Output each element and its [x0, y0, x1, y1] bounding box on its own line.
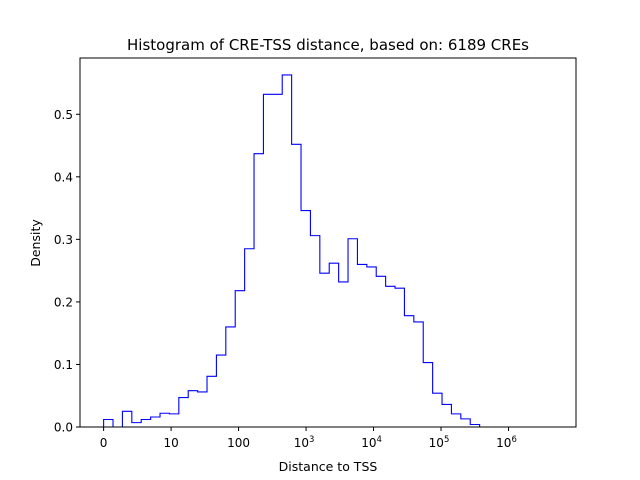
y-tick-label: 0.0 [54, 421, 73, 435]
x-tick-label: 104 [361, 435, 382, 450]
x-tick-label: 100 [227, 436, 250, 450]
y-axis-ticks: 0.0 0.1 0.2 0.3 0.4 0.5 [54, 108, 80, 435]
x-axis-label: Distance to TSS [279, 459, 378, 474]
y-tick-label: 0.4 [54, 170, 73, 184]
plot-area [80, 58, 576, 427]
y-tick-label: 0.5 [54, 108, 73, 122]
x-tick-label: 103 [294, 435, 315, 450]
y-tick-label: 0.2 [54, 295, 73, 309]
x-axis-ticks: 0 10 100 103 104 105 106 [100, 427, 517, 450]
plot-frame [79, 57, 577, 428]
x-tick-label: 105 [429, 435, 450, 450]
y-tick-label: 0.1 [54, 358, 73, 372]
histogram-step-line [103, 74, 574, 428]
x-tick-label: 0 [100, 436, 108, 450]
x-tick-label: 106 [496, 435, 517, 450]
x-tick-label: 10 [163, 436, 178, 450]
y-axis-label: Density [28, 219, 43, 267]
chart-title: Histogram of CRE-TSS distance, based on:… [127, 36, 529, 54]
y-tick-label: 0.3 [54, 233, 73, 247]
